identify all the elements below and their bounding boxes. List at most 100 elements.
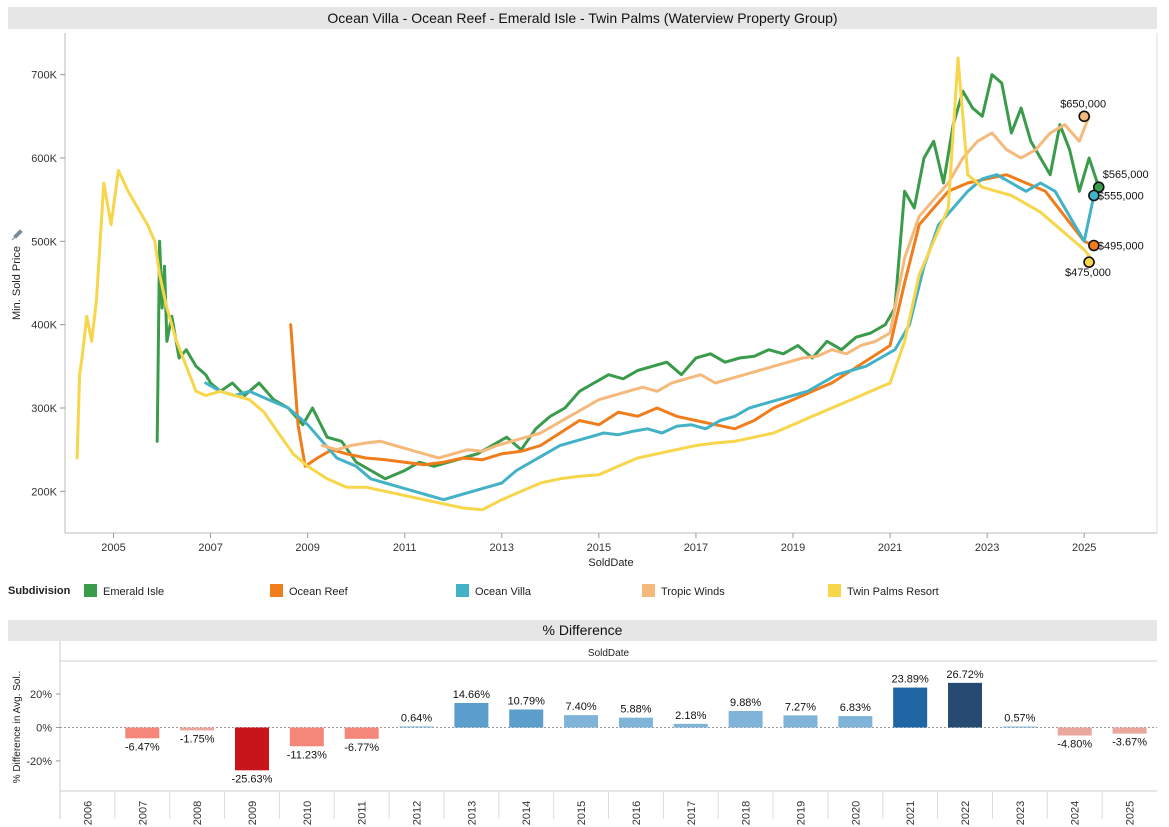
legend-label: Emerald Isle bbox=[103, 586, 165, 598]
annotation-marker bbox=[1088, 189, 1100, 202]
bar-value-label: -25.63% bbox=[231, 773, 272, 785]
y-tick-label: 700K bbox=[31, 70, 57, 82]
y-tick-label: 400K bbox=[31, 320, 57, 332]
bar-y-tick-label: 0% bbox=[36, 723, 52, 735]
legend-swatch bbox=[642, 584, 655, 597]
bar-y-tick-label: 20% bbox=[30, 689, 52, 701]
bar-category-label: 2016 bbox=[631, 801, 643, 825]
legend-swatch bbox=[828, 584, 841, 597]
legend: Subdivision Emerald Isle Ocean Reef Ocea… bbox=[8, 583, 1158, 603]
legend-swatch bbox=[84, 584, 97, 597]
bar bbox=[344, 727, 379, 739]
y-tick-label: 300K bbox=[31, 403, 57, 415]
bar-category-label: 2011 bbox=[357, 801, 369, 825]
legend-title: Subdivision bbox=[8, 585, 71, 597]
bar-value-label: 10.79% bbox=[508, 695, 546, 707]
annotation-marker bbox=[1088, 239, 1100, 252]
bar-y-tick-label: -20% bbox=[26, 756, 52, 768]
legend-item-tropic-winds[interactable]: Tropic Winds bbox=[642, 583, 725, 601]
pct-difference-title: % Difference bbox=[8, 620, 1157, 641]
bar-category-label: 2006 bbox=[82, 801, 94, 825]
legend-label: Ocean Villa bbox=[475, 586, 532, 598]
bar-value-label: 0.64% bbox=[401, 712, 432, 724]
bar-category-label: 2015 bbox=[576, 801, 588, 825]
bar-value-label: -4.80% bbox=[1057, 739, 1092, 751]
annotation-label: $555,000 bbox=[1098, 191, 1144, 203]
series-line-tropic-winds bbox=[320, 114, 1091, 460]
x-tick-label: 2005 bbox=[101, 542, 125, 554]
bar-value-label: 26.72% bbox=[946, 669, 984, 681]
legend-item-twin-palms-resort[interactable]: Twin Palms Resort bbox=[828, 583, 939, 601]
bar bbox=[289, 727, 324, 747]
bar bbox=[399, 726, 434, 728]
bar-value-label: -3.67% bbox=[1112, 737, 1147, 749]
chart-title: Ocean Villa - Ocean Reef - Emerald Isle … bbox=[8, 7, 1157, 29]
bar-value-label: 14.66% bbox=[453, 689, 491, 701]
bar-category-label: 2018 bbox=[741, 801, 753, 825]
bar bbox=[673, 723, 708, 728]
bar-value-label: -11.23% bbox=[287, 749, 327, 761]
x-axis-title: SoldDate bbox=[588, 557, 633, 569]
bar-category-label: 2024 bbox=[1070, 801, 1082, 825]
bar-value-label: 2.18% bbox=[675, 710, 706, 722]
legend-item-ocean-villa[interactable]: Ocean Villa bbox=[456, 583, 531, 601]
bar bbox=[1002, 726, 1037, 728]
bar bbox=[783, 715, 818, 728]
bar-category-label: 2007 bbox=[137, 801, 149, 825]
bar-value-label: 6.83% bbox=[840, 702, 871, 714]
annotation-label: $475,000 bbox=[1065, 267, 1111, 279]
bar bbox=[838, 716, 873, 728]
legend-swatch bbox=[456, 584, 469, 597]
x-tick-label: 2009 bbox=[295, 542, 319, 554]
bar bbox=[948, 682, 983, 728]
x-tick-label: 2019 bbox=[781, 542, 805, 554]
bar-value-label: 7.40% bbox=[565, 701, 596, 713]
bar bbox=[234, 727, 269, 771]
bar-value-label: -1.75% bbox=[180, 733, 215, 745]
y-axis-title: Min. Sold Price bbox=[11, 246, 23, 320]
bar-category-label: 2014 bbox=[521, 801, 533, 825]
legend-label: Tropic Winds bbox=[661, 586, 725, 598]
bar bbox=[564, 715, 599, 728]
annotation-label: $495,000 bbox=[1098, 241, 1144, 253]
bar-value-label: 0.57% bbox=[1004, 713, 1035, 725]
x-tick-label: 2007 bbox=[198, 542, 222, 554]
bar bbox=[180, 727, 215, 731]
y-tick-label: 200K bbox=[31, 486, 57, 498]
bar-category-label: 2025 bbox=[1125, 801, 1137, 825]
bar-category-label: 2017 bbox=[686, 801, 698, 825]
bar-value-label: -6.47% bbox=[125, 741, 160, 753]
bar-category-label: 2021 bbox=[905, 801, 917, 825]
bar-value-label: 5.88% bbox=[620, 704, 651, 716]
y-tick-label: 500K bbox=[31, 236, 57, 248]
x-tick-label: 2025 bbox=[1072, 542, 1096, 554]
bar-category-label: 2012 bbox=[412, 801, 424, 825]
legend-item-emerald-isle[interactable]: Emerald Isle bbox=[84, 583, 164, 601]
annotation-marker bbox=[1078, 110, 1090, 123]
bar bbox=[1112, 727, 1147, 734]
annotation-label: $565,000 bbox=[1103, 169, 1149, 181]
bar-value-label: 7.27% bbox=[785, 701, 816, 713]
bar-category-label: 2022 bbox=[960, 801, 972, 825]
y-tick-label: 600K bbox=[31, 153, 57, 165]
bar-category-label: 2013 bbox=[466, 801, 478, 825]
bar bbox=[1057, 727, 1092, 736]
bar-y-axis-title: % Difference in Avg. Sol.. bbox=[12, 671, 23, 783]
legend-label: Twin Palms Resort bbox=[847, 586, 939, 598]
bar-x-axis-title: SoldDate bbox=[588, 648, 630, 659]
bar bbox=[728, 710, 763, 728]
series-line-ocean-reef bbox=[289, 173, 1096, 468]
bar-category-label: 2008 bbox=[192, 801, 204, 825]
pin-icon bbox=[11, 229, 23, 241]
legend-item-ocean-reef[interactable]: Ocean Reef bbox=[270, 583, 348, 601]
x-tick-label: 2015 bbox=[587, 542, 611, 554]
bar bbox=[125, 727, 160, 739]
bar-category-label: 2009 bbox=[247, 801, 259, 825]
bar-category-label: 2023 bbox=[1015, 801, 1027, 825]
bar-chart: SoldDate 20% 0% -20%% Difference in Avg. So… bbox=[12, 641, 1157, 825]
bar bbox=[509, 709, 544, 728]
bar-value-label: 23.89% bbox=[892, 674, 930, 686]
bar bbox=[893, 687, 928, 728]
line-chart: 200K 300K 400K 500K 600K 700K 2005 2007 2009 2011… bbox=[11, 33, 1158, 569]
annotation-marker bbox=[1083, 256, 1095, 268]
